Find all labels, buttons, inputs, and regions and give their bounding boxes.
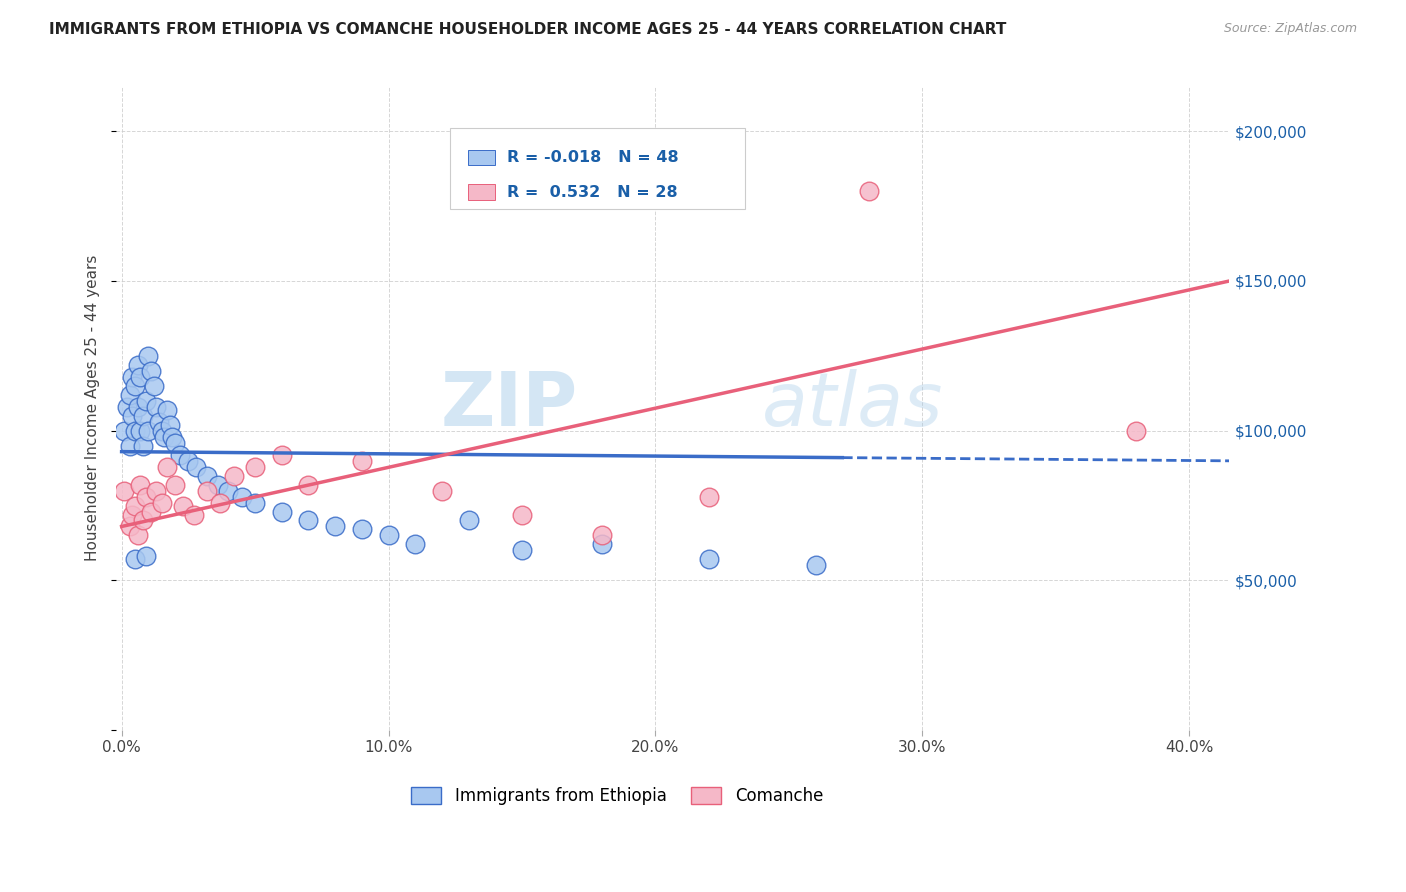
Point [139, 504, 162, 518]
Point [243, 459, 266, 474]
Point [209, 495, 232, 509]
Point [124, 552, 146, 566]
Point [112, 424, 135, 438]
Point [217, 483, 239, 498]
Point [121, 409, 143, 423]
Point [129, 477, 152, 491]
Point [222, 468, 245, 483]
Point [183, 508, 205, 522]
Point [297, 477, 319, 491]
Point [350, 453, 373, 467]
Point [377, 528, 399, 542]
Text: ZIP: ZIP [441, 368, 578, 442]
Point [121, 369, 143, 384]
Point [135, 490, 157, 504]
Text: Source: ZipAtlas.com: Source: ZipAtlas.com [1223, 22, 1357, 36]
Point [270, 504, 292, 518]
Text: R =  0.532   N = 28: R = 0.532 N = 28 [508, 185, 678, 200]
Point [127, 400, 149, 414]
Text: atlas: atlas [762, 369, 943, 441]
Point [231, 490, 253, 504]
Point [186, 459, 208, 474]
Point [145, 400, 167, 414]
Point [195, 483, 218, 498]
Point [270, 448, 292, 462]
FancyBboxPatch shape [450, 128, 745, 209]
Point [591, 528, 613, 542]
Point [156, 459, 179, 474]
Point [142, 378, 165, 392]
Point [858, 184, 880, 198]
Text: IMMIGRANTS FROM ETHIOPIA VS COMANCHE HOUSEHOLDER INCOME AGES 25 - 44 YEARS CORRE: IMMIGRANTS FROM ETHIOPIA VS COMANCHE HOU… [49, 22, 1007, 37]
FancyBboxPatch shape [468, 185, 495, 200]
Point [297, 514, 319, 528]
Point [139, 364, 162, 378]
Point [243, 495, 266, 509]
Point [135, 393, 157, 408]
Point [195, 468, 218, 483]
Point [150, 495, 173, 509]
Point [127, 358, 149, 372]
Point [163, 477, 186, 491]
Point [136, 349, 159, 363]
Point [132, 409, 155, 423]
Point [1125, 424, 1147, 438]
Point [457, 514, 479, 528]
Point [510, 543, 533, 558]
Point [121, 508, 143, 522]
Point [145, 483, 167, 498]
Point [177, 453, 200, 467]
Point [207, 477, 229, 491]
Point [135, 549, 157, 564]
Point [697, 552, 720, 566]
Legend: Immigrants from Ethiopia, Comanche: Immigrants from Ethiopia, Comanche [405, 780, 830, 812]
Point [430, 483, 453, 498]
Point [124, 378, 146, 392]
Point [124, 424, 146, 438]
Point [132, 514, 155, 528]
Point [118, 388, 141, 402]
FancyBboxPatch shape [468, 150, 495, 165]
Point [132, 439, 155, 453]
Point [159, 417, 181, 432]
Point [804, 558, 827, 573]
Point [350, 523, 373, 537]
Point [118, 519, 141, 533]
Point [404, 537, 426, 551]
Point [169, 448, 191, 462]
Point [115, 400, 138, 414]
Point [129, 424, 152, 438]
Point [129, 369, 152, 384]
Point [591, 537, 613, 551]
Point [124, 499, 146, 513]
Point [136, 424, 159, 438]
Point [156, 402, 179, 417]
Point [323, 519, 346, 533]
Point [163, 435, 186, 450]
Y-axis label: Householder Income Ages 25 - 44 years: Householder Income Ages 25 - 44 years [86, 255, 100, 561]
Point [162, 430, 184, 444]
Point [127, 528, 149, 542]
Point [697, 490, 720, 504]
Point [150, 424, 173, 438]
Text: R = -0.018   N = 48: R = -0.018 N = 48 [508, 150, 679, 165]
Point [148, 415, 170, 429]
Point [112, 483, 135, 498]
Point [510, 508, 533, 522]
Point [172, 499, 194, 513]
Point [153, 430, 176, 444]
Point [118, 439, 141, 453]
